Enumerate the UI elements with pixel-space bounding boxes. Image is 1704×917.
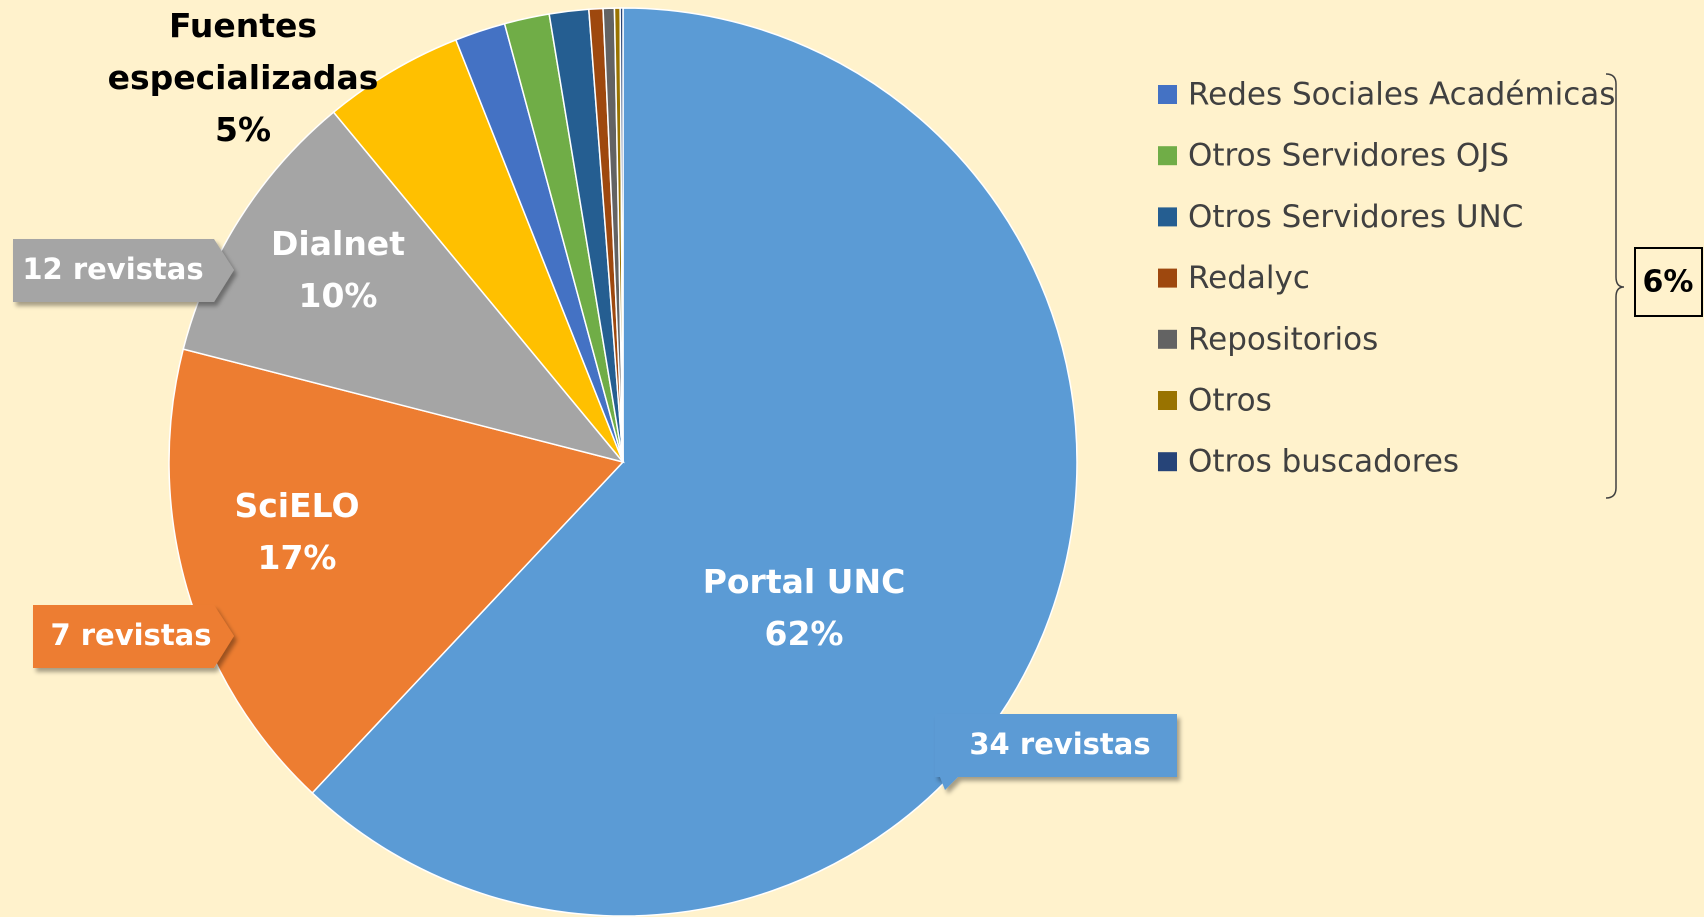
pie-slice: [332, 38, 624, 463]
callout-box: [33, 605, 234, 668]
slice-value: 62%: [764, 614, 844, 653]
slice-value: 10%: [298, 276, 378, 315]
legend-swatch: [1158, 391, 1177, 410]
slice-value: 5%: [214, 110, 272, 149]
legend-swatch: [1158, 268, 1177, 288]
slice-name: Portal UNC: [702, 562, 906, 601]
legend-label: Otros Servidores OJS: [1188, 138, 1509, 174]
pie-slice: [619, 7, 624, 463]
callout-label: 34 revistas: [969, 727, 1150, 761]
callout-label: 7 revistas: [50, 618, 211, 652]
callout-box: [935, 714, 1177, 790]
pie-slice: [182, 111, 626, 464]
callout-box: [13, 239, 234, 302]
legend-label: Repositorios: [1188, 321, 1378, 357]
legend-label: Redes Sociales Académicas: [1188, 77, 1615, 113]
slice-name: Fuentes especializadas: [107, 6, 379, 97]
legend-label: Otros Servidores UNC: [1188, 199, 1523, 235]
pie-slice: [168, 348, 625, 795]
group-label: 6%: [1643, 265, 1694, 300]
group-box: [1634, 247, 1703, 317]
legend-label: Otros: [1188, 383, 1272, 419]
slice-name: Dialnet: [271, 224, 405, 263]
slice-value: 17%: [257, 538, 337, 577]
legend-label: Otros buscadores: [1188, 444, 1459, 480]
legend-swatch: [1158, 207, 1177, 227]
slice-name: SciELO: [234, 486, 360, 525]
legend-swatch: [1158, 146, 1177, 166]
legend-swatch: [1158, 85, 1177, 104]
legend-label: Redalyc: [1188, 260, 1310, 296]
bracket: [1605, 73, 1625, 499]
legend-swatch: [1158, 329, 1177, 349]
callout-label: 12 revistas: [22, 252, 203, 286]
pie-slice: [311, 7, 1078, 917]
legend-swatch: [1158, 452, 1177, 472]
